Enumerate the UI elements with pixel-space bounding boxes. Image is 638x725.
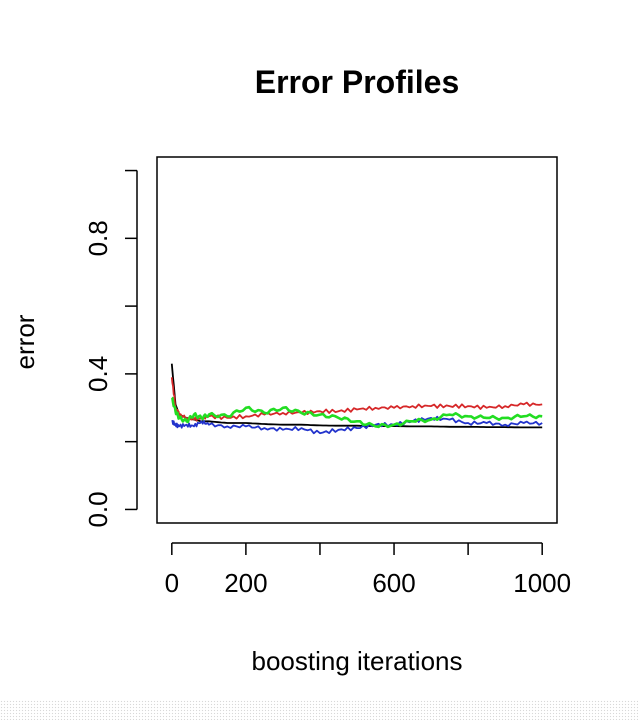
chart-title: Error Profiles	[255, 64, 460, 100]
y-tick-label: 0.0	[83, 491, 113, 527]
x-tick-label: 200	[224, 568, 267, 598]
y-tick-label: 0.8	[83, 220, 113, 256]
series-line	[170, 377, 543, 422]
x-axis-label: boosting iterations	[251, 646, 462, 676]
series-line	[171, 415, 543, 435]
x-tick-label: 1000	[513, 568, 571, 598]
series-line	[170, 396, 543, 429]
y-axis-label: error	[10, 314, 40, 369]
axes-layer: 0 200 600 1000 0.0 0.4 0.8	[83, 169, 571, 598]
x-tick-label: 600	[372, 568, 415, 598]
plot-frame	[156, 156, 558, 524]
series-layer	[170, 363, 543, 435]
y-tick-label: 0.4	[83, 356, 113, 392]
x-tick-label: 0	[165, 568, 179, 598]
bottom-dither-strip	[0, 700, 638, 720]
